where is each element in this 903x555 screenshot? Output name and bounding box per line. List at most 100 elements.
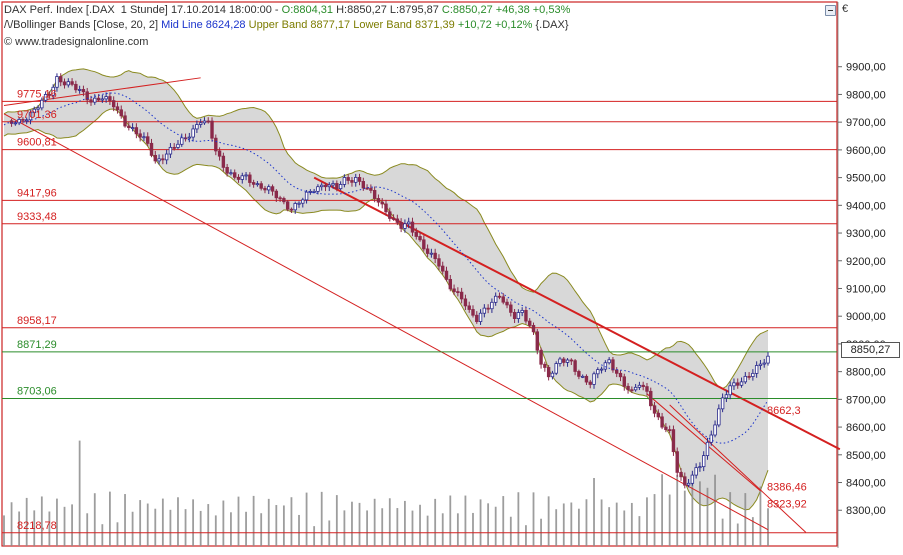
candle-body <box>176 143 180 148</box>
volume-bar <box>199 510 202 546</box>
volume-bar <box>131 511 134 546</box>
candle-body <box>115 106 120 111</box>
candle-body <box>509 304 513 313</box>
volume-bar <box>3 515 5 546</box>
candle-body <box>138 133 142 138</box>
candle-body <box>611 359 615 371</box>
volume-bar <box>547 496 550 546</box>
candle-body <box>85 91 89 101</box>
candle-body <box>43 94 48 101</box>
candle-body <box>229 172 233 175</box>
candle-body <box>709 434 713 443</box>
volume-bar <box>101 524 104 546</box>
volume-bar <box>593 478 595 546</box>
volume-bar <box>434 498 437 546</box>
volume-bar <box>714 474 716 546</box>
candle-body <box>77 89 82 91</box>
indicator-name: Bollinger Bands [Close, 20, 2] <box>13 19 159 31</box>
volume-bar <box>449 495 452 546</box>
candle-body <box>342 177 347 185</box>
upper-band-line <box>3 68 769 390</box>
candle-body <box>607 359 611 364</box>
candle-body <box>47 94 52 96</box>
level-label: 9333,48 <box>17 211 57 223</box>
candle-body <box>312 190 316 193</box>
candle-body <box>528 320 532 326</box>
volume-bar <box>71 504 73 546</box>
candle-body <box>664 426 668 431</box>
volume-bar <box>116 522 119 546</box>
candle-body <box>161 158 165 161</box>
volume-bar <box>502 496 505 546</box>
volume-bar <box>305 492 308 546</box>
trendline-label: 8323,92 <box>767 499 807 511</box>
candle-body <box>751 372 755 377</box>
volume-bar <box>358 502 361 546</box>
volume-bar <box>744 493 747 546</box>
volume-bar <box>252 495 255 546</box>
volume-bar <box>509 516 512 546</box>
candle-body <box>210 120 214 139</box>
volume-bar <box>729 492 732 546</box>
minimize-icon[interactable] <box>825 5 836 16</box>
candle-body <box>168 146 173 155</box>
candle-body <box>482 307 487 314</box>
volume-bar <box>154 508 157 546</box>
candle-body <box>766 355 770 364</box>
volume-bar <box>109 491 111 546</box>
volume-bar <box>18 511 21 546</box>
candle-body <box>441 265 445 272</box>
volume-bar <box>313 526 316 546</box>
level-label: 9600,81 <box>17 137 57 149</box>
candle-body <box>59 76 63 83</box>
candle-body <box>720 397 725 410</box>
candle-body <box>675 451 679 473</box>
candle-body <box>346 177 350 181</box>
volume-bar <box>479 499 482 546</box>
volume-bar <box>169 509 172 546</box>
candle-body <box>198 122 203 125</box>
level-label: 8703,06 <box>17 386 57 398</box>
trendline-label: 8662,3 <box>767 405 801 417</box>
chart-title: DAX Perf. Index [.DAX 1 Stunde] <box>4 4 168 16</box>
candle-body <box>55 76 59 88</box>
candle-body <box>108 96 112 101</box>
candle-body <box>463 298 468 307</box>
candle-body <box>660 416 664 428</box>
candle-body <box>702 455 706 468</box>
candle-body <box>437 258 441 267</box>
volume-bar <box>275 505 278 546</box>
candle-body <box>153 154 157 162</box>
axis-tick-label: 9900,00 <box>846 62 886 74</box>
volume-bar <box>237 496 240 546</box>
volume-bar <box>494 506 497 546</box>
candle-body <box>562 358 566 363</box>
volume-bar <box>555 509 558 546</box>
candle-body <box>641 384 645 388</box>
candle-body <box>70 81 74 85</box>
volume-bar <box>464 495 467 546</box>
candle-body <box>278 197 282 200</box>
candle-body <box>354 177 358 183</box>
candle-body <box>406 221 411 225</box>
candle-body <box>233 172 237 178</box>
candle-body <box>516 312 521 319</box>
candle-body <box>497 295 502 298</box>
volume-bar <box>411 510 414 546</box>
candle-body <box>577 371 581 377</box>
volume-bar <box>517 492 520 546</box>
volume-bar <box>623 510 626 546</box>
volume-bar <box>456 513 459 546</box>
candle-body <box>274 190 279 199</box>
candle-body <box>372 190 377 199</box>
level-label: 8958,17 <box>17 315 57 327</box>
candle-body <box>403 223 407 229</box>
candle-body <box>425 248 430 254</box>
volume-bar <box>161 498 164 546</box>
level-label: 9417,96 <box>17 187 57 199</box>
ohlc-low: L:8795,87 <box>389 4 439 16</box>
candle-body <box>369 187 373 191</box>
candle-body <box>259 183 263 189</box>
